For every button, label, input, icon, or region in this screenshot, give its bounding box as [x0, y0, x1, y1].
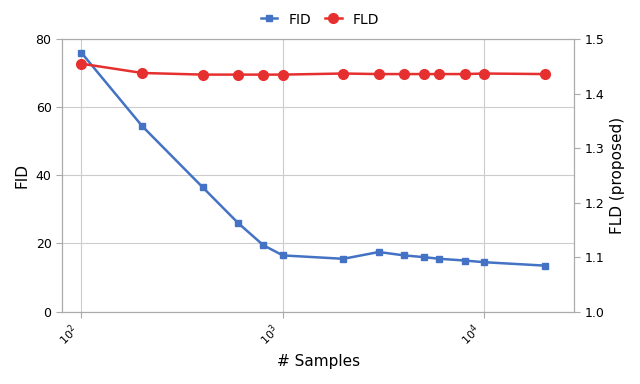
FID	[436, 257, 444, 261]
FID	[400, 253, 408, 258]
FLD	[436, 72, 444, 76]
Line: FLD: FLD	[77, 59, 550, 79]
FID	[420, 255, 428, 260]
FLD	[340, 71, 348, 76]
FID	[461, 258, 468, 263]
FID	[480, 260, 488, 265]
FID	[279, 253, 287, 258]
X-axis label: # Samples: # Samples	[276, 354, 360, 369]
FID	[541, 263, 548, 268]
FLD	[234, 72, 242, 77]
FLD	[480, 71, 488, 76]
FID	[138, 124, 146, 128]
Y-axis label: FID: FID	[15, 163, 30, 188]
Legend: FID, FLD: FID, FLD	[255, 7, 385, 32]
FLD	[420, 72, 428, 76]
FID	[199, 185, 207, 190]
FLD	[375, 72, 383, 76]
FLD	[279, 72, 287, 77]
FLD	[138, 71, 146, 75]
Line: FID: FID	[78, 50, 548, 269]
FLD	[541, 72, 548, 76]
FID	[375, 250, 383, 254]
FLD	[461, 72, 468, 76]
FLD	[400, 72, 408, 76]
Y-axis label: FLD (proposed): FLD (proposed)	[610, 117, 625, 234]
FID	[234, 221, 242, 225]
FLD	[77, 61, 85, 66]
FID	[259, 243, 267, 248]
FLD	[259, 72, 267, 77]
FID	[77, 51, 85, 55]
FLD	[199, 72, 207, 77]
FID	[340, 257, 348, 261]
